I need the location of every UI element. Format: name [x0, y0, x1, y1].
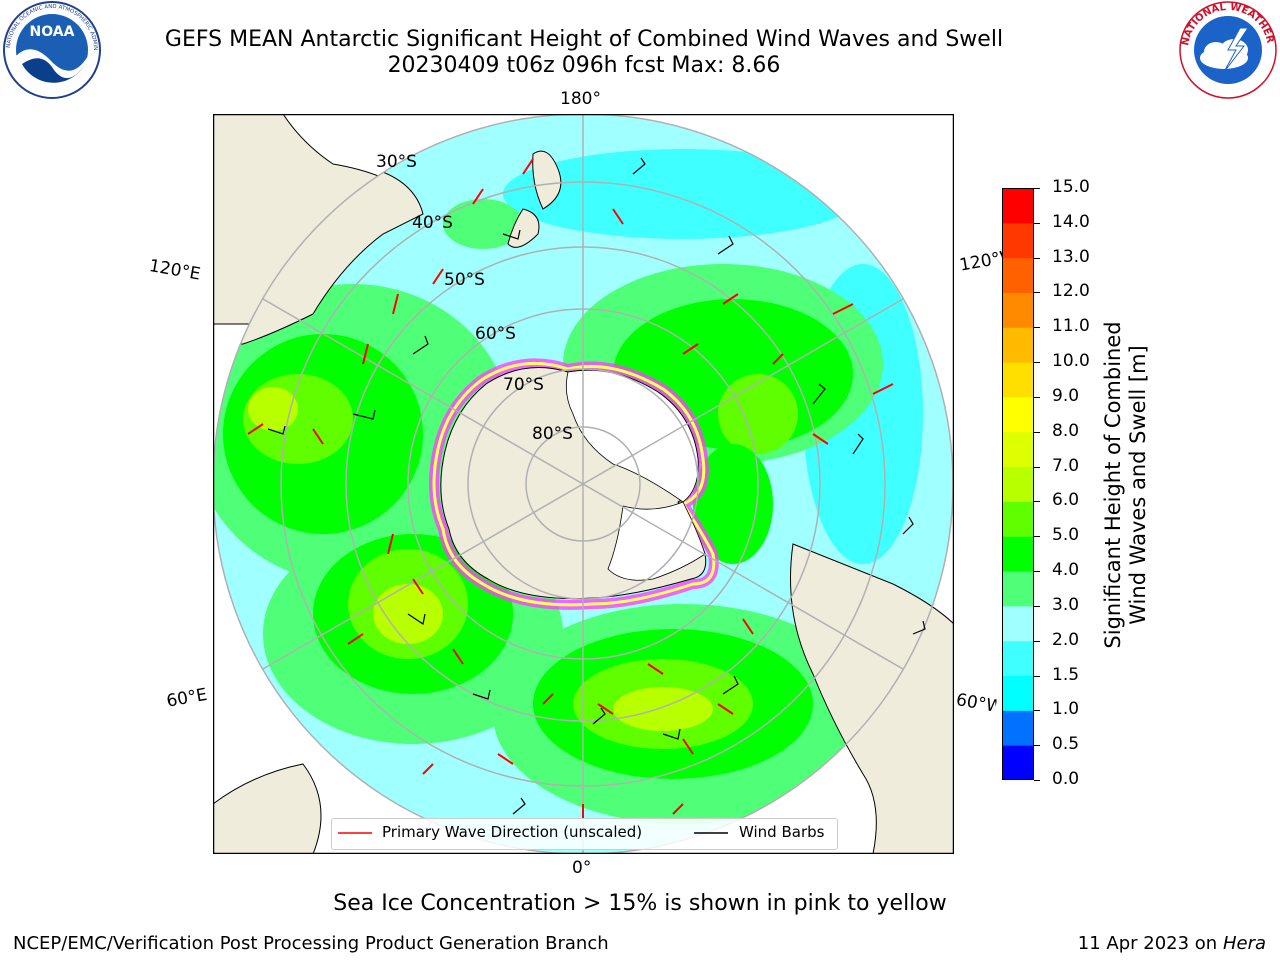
colorbar-segment — [1002, 710, 1034, 746]
colorbar-tick-mark — [1034, 536, 1040, 538]
colorbar-segment — [1002, 327, 1034, 363]
colorbar-segment — [1002, 222, 1034, 259]
wind-barbs — [267, 157, 926, 815]
colorbar-tick-mark — [1034, 466, 1040, 468]
lat-label-50s: 50°S — [444, 270, 485, 290]
colorbar-segment — [1002, 257, 1034, 293]
colorbar-tick-label: 1.0 — [1052, 699, 1080, 720]
colorbar-segment — [1002, 292, 1034, 328]
colorbar-tick-mark — [1034, 188, 1040, 189]
colorbar-tick-label: 8.0 — [1052, 420, 1080, 441]
colorbar-segment — [1002, 431, 1034, 468]
map-subtitle: 20230409 t06z 096h fcst Max: 8.66 — [387, 53, 781, 78]
lat-label-70s: 70°S — [503, 375, 544, 395]
map-legend: Primary Wave Direction (unscaled) Wind B… — [331, 818, 838, 850]
colorbar-tick-label: 5.0 — [1052, 525, 1080, 546]
colorbar — [1002, 188, 1034, 780]
colorbar-segment — [1002, 396, 1034, 433]
colorbar-tick-label: 13.0 — [1052, 246, 1090, 267]
colorbar-tick-mark — [1034, 640, 1040, 642]
colorbar-segment — [1002, 571, 1034, 607]
colorbar-tick-mark — [1034, 501, 1040, 503]
map-panel — [213, 114, 954, 854]
colorbar-tick-mark — [1034, 780, 1040, 781]
colorbar-tick-label: 15.0 — [1052, 177, 1090, 197]
colorbar-tick-mark — [1034, 605, 1040, 607]
lon-label-60w: 60°W — [954, 690, 998, 717]
colorbar-tick-label: 1.5 — [1052, 664, 1080, 685]
noaa-logo: NOAA NATIONAL OCEANIC AND ATMOSPHERIC AD… — [2, 0, 101, 99]
lon-label-60e: 60°E — [165, 684, 209, 712]
colorbar-tick-mark — [1034, 257, 1040, 259]
colorbar-tick-label: 9.0 — [1052, 385, 1080, 406]
colorbar-tick-label: 12.0 — [1052, 281, 1090, 302]
colorbar-tick-label: 3.0 — [1052, 594, 1080, 615]
noaa-logo-text: NOAA — [30, 24, 75, 40]
lat-label-80s: 80°S — [532, 424, 573, 444]
colorbar-tick-label: 4.0 — [1052, 560, 1080, 581]
colorbar-tick-mark — [1034, 362, 1040, 364]
colorbar-tick-mark — [1034, 675, 1040, 677]
lat-label-30s: 30°S — [376, 152, 417, 172]
colorbar-tick-mark — [1034, 571, 1040, 573]
colorbar-tick-label: 6.0 — [1052, 490, 1080, 511]
colorbar-tick-mark — [1034, 327, 1040, 329]
lat-label-60s: 60°S — [475, 324, 516, 344]
legend-wind-barbs: Wind Barbs — [739, 823, 825, 841]
colorbar-segment — [1002, 362, 1034, 398]
colorbar-segment — [1002, 640, 1034, 677]
colorbar-segment — [1002, 605, 1034, 642]
legend-wave-direction: Primary Wave Direction (unscaled) — [382, 823, 643, 841]
colorbar-tick-mark — [1034, 396, 1040, 398]
colorbar-segment — [1002, 745, 1034, 780]
colorbar-tick-label: 10.0 — [1052, 351, 1090, 372]
colorbar-tick-mark — [1034, 710, 1040, 712]
colorbar-segment — [1002, 501, 1034, 537]
colorbar-tick-mark — [1034, 222, 1040, 224]
colorbar-segment — [1002, 188, 1034, 224]
colorbar-tick-label: 11.0 — [1052, 316, 1090, 337]
colorbar-tick-label: 0.5 — [1052, 734, 1080, 755]
lon-label-180: 180° — [560, 89, 601, 109]
colorbar-segment — [1002, 466, 1034, 502]
colorbar-tick-label: 0.0 — [1052, 769, 1080, 789]
colorbar-tick-mark — [1034, 292, 1040, 294]
lon-label-120e: 120°E — [147, 256, 202, 285]
lon-label-0: 0° — [572, 858, 592, 878]
colorbar-label: Significant Height of Combined Wind Wave… — [1101, 321, 1150, 649]
colorbar-tick-mark — [1034, 431, 1040, 433]
colorbar-tick-label: 14.0 — [1052, 211, 1090, 232]
lat-label-40s: 40°S — [412, 213, 453, 233]
sea-ice-note: Sea Ice Concentration > 15% is shown in … — [333, 891, 947, 916]
map-title: GEFS MEAN Antarctic Significant Height o… — [164, 27, 1004, 52]
colorbar-segment — [1002, 675, 1034, 711]
colorbar-tick-mark — [1034, 745, 1040, 747]
footer-credit: NCEP/EMC/Verification Post Processing Pr… — [13, 933, 609, 954]
footer-date: 11 Apr 2023 on Hera — [1077, 933, 1266, 954]
wave-direction-arrows — [247, 158, 894, 819]
colorbar-tick-label: 2.0 — [1052, 629, 1080, 650]
nws-logo: NATIONAL WEATHER SERVICE — [1178, 0, 1277, 99]
colorbar-tick-label: 7.0 — [1052, 455, 1080, 476]
colorbar-segment — [1002, 536, 1034, 572]
footer-machine: Hera — [1222, 933, 1266, 954]
